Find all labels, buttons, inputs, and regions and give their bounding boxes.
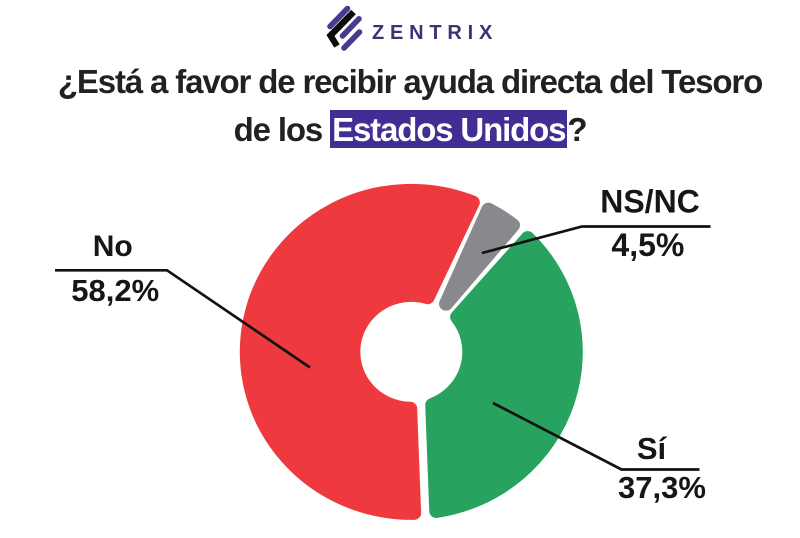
- svg-text:Sí: Sí: [637, 431, 668, 466]
- svg-text:ZENTRIX: ZENTRIX: [372, 22, 498, 44]
- svg-text:37,3%: 37,3%: [618, 470, 706, 505]
- svg-text:NS/NC: NS/NC: [600, 183, 700, 219]
- svg-text:No: No: [93, 230, 133, 263]
- svg-text:4,5%: 4,5%: [611, 227, 684, 263]
- svg-text:58,2%: 58,2%: [71, 273, 159, 308]
